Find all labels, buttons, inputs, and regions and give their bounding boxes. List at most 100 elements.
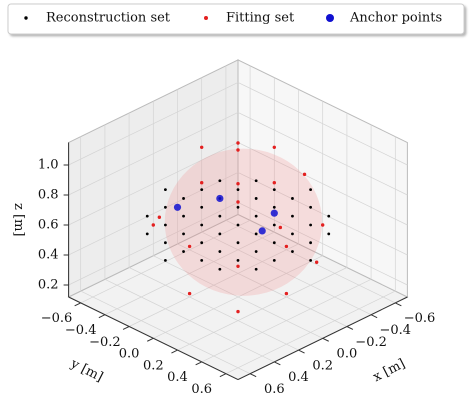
point <box>309 188 312 192</box>
point <box>272 241 276 245</box>
point <box>272 188 276 192</box>
point <box>236 259 240 262</box>
point <box>291 250 294 253</box>
legend-marker <box>204 16 208 20</box>
point <box>164 223 167 227</box>
y-axis-label: y [m] <box>67 356 105 385</box>
x-tick-label: −0.2 <box>355 335 387 350</box>
point <box>254 197 258 200</box>
z-tick-label: 0.2 <box>38 278 59 293</box>
point <box>182 232 185 236</box>
grid-line <box>153 255 323 339</box>
grid-line <box>68 202 239 286</box>
point <box>254 267 258 271</box>
point <box>236 200 240 204</box>
grid-line <box>237 112 408 196</box>
point <box>200 241 204 245</box>
point <box>164 205 167 209</box>
point <box>272 223 276 227</box>
legend: Reconstruction set Fitting set Anchor poin… <box>7 3 465 35</box>
z-tick-label: 0.6 <box>38 218 59 233</box>
y-tick-label: 0.4 <box>167 370 188 385</box>
point <box>270 209 278 217</box>
x-axis-label: x [m] <box>371 356 408 385</box>
point <box>164 188 167 192</box>
y-tick-label: 0.6 <box>191 382 212 397</box>
point <box>157 215 162 219</box>
point <box>258 227 266 235</box>
point <box>200 145 204 149</box>
point <box>321 223 325 227</box>
point <box>187 244 192 249</box>
point <box>218 214 222 218</box>
point <box>272 205 276 209</box>
point <box>218 267 222 271</box>
point <box>236 188 240 192</box>
point <box>254 214 258 218</box>
point <box>182 214 185 218</box>
point <box>200 205 204 209</box>
point <box>327 214 331 218</box>
point <box>314 260 319 264</box>
point <box>327 232 331 236</box>
y-tick-label: −0.4 <box>65 323 97 338</box>
point <box>173 203 182 211</box>
grid-line <box>237 82 408 166</box>
point <box>254 250 258 253</box>
point <box>145 214 149 218</box>
x-tick-label: 0.4 <box>288 370 309 385</box>
point <box>236 141 240 145</box>
grid-line <box>237 142 408 226</box>
point <box>309 205 312 209</box>
x-tick-label: 0.2 <box>312 358 333 373</box>
point <box>236 241 240 245</box>
y-tick <box>171 349 178 354</box>
z-tick-label: 0.4 <box>38 248 59 263</box>
point <box>200 181 204 185</box>
y-tick <box>122 326 130 330</box>
x-tick <box>298 349 305 354</box>
point <box>145 232 149 236</box>
point <box>284 244 289 249</box>
legend-marker <box>24 16 28 20</box>
point <box>151 223 155 227</box>
point <box>218 232 222 236</box>
point <box>236 148 240 152</box>
x-tick <box>370 314 378 319</box>
z-tick-label: 1.0 <box>38 158 59 173</box>
point <box>236 309 240 314</box>
y-tick <box>147 337 154 342</box>
grid-line <box>68 82 239 166</box>
point <box>187 291 192 296</box>
point <box>278 225 283 230</box>
grid-line <box>128 243 299 327</box>
grid-line <box>201 278 372 363</box>
point <box>309 223 312 227</box>
y-tick <box>219 373 227 378</box>
grid-line <box>68 172 239 256</box>
legend-box <box>7 3 465 35</box>
legend-marker <box>326 14 334 22</box>
point <box>272 181 276 185</box>
grid-line <box>68 142 239 226</box>
plot-area <box>145 141 331 314</box>
y-tick-label: 0.2 <box>143 358 164 373</box>
point <box>236 205 240 209</box>
point <box>200 259 204 262</box>
point <box>182 197 185 200</box>
grid-line <box>237 202 408 286</box>
point <box>182 250 185 253</box>
x-tick <box>322 337 329 342</box>
legend-label: Anchor points <box>349 11 442 26</box>
y-tick <box>195 361 202 366</box>
point <box>272 259 276 262</box>
x-tick <box>395 302 402 307</box>
grid-line <box>237 172 408 256</box>
point <box>236 182 240 186</box>
point <box>291 197 294 200</box>
x-tick <box>249 373 257 378</box>
y-tick-label: −0.2 <box>89 335 121 350</box>
point <box>218 179 222 183</box>
y-tick <box>74 302 81 307</box>
